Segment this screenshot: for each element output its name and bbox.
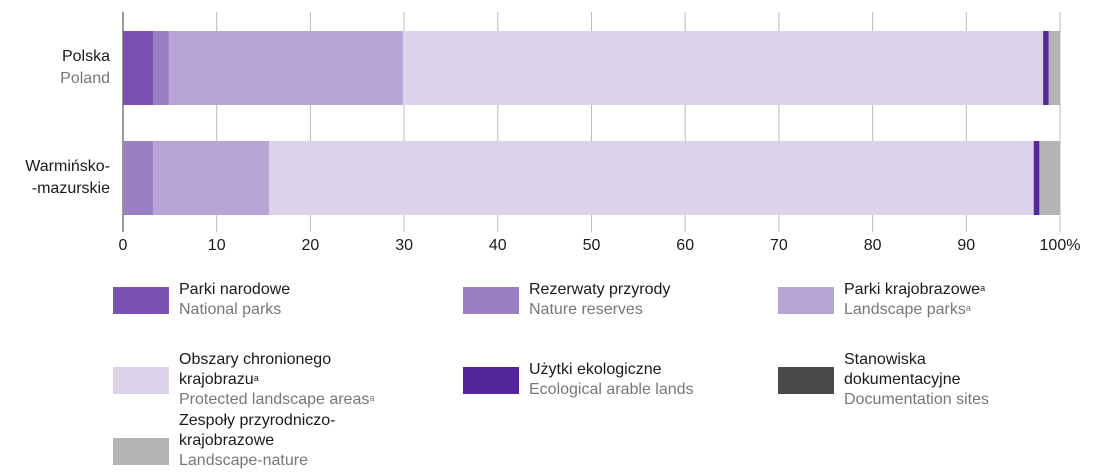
legend-name: Obszary chronionego krajobrazu [179,351,332,388]
legend-swatch [113,437,169,465]
footnote-mark: a [980,283,986,293]
legend-label-en: Landscape-nature complexes [179,451,379,473]
bar-segment [1033,141,1040,215]
legend-label: Zespoły przyrodniczo-krajobrazowe [179,411,379,451]
legend-label-en: Documentation sites [844,390,1044,410]
legend-label: Stanowiska dokumentacyjne [844,350,1044,390]
legend-name-en: Nature reserves [529,301,643,318]
legend-item: Obszary chronionego krajobrazua Protected… [113,340,379,420]
legend-swatch [463,366,519,394]
x-tick-label: 0 [119,237,128,254]
legend-name: Parki krajobrazowe [844,281,981,298]
legend-label-en: Protected landscape areasa [179,390,379,410]
footnote-mark: a [369,393,375,403]
legend-label-en: Nature reserves [529,300,670,320]
legend-text: Zespoły przyrodniczo-krajobrazowe Landsca… [179,411,379,473]
legend-name-en: National parks [179,301,282,318]
bar-segment [269,141,1034,215]
legend-text: Parki krajobrazowea Landscape parksa [844,280,985,320]
legend-swatch [463,286,519,314]
legend-item: Stanowiska dokumentacyjne Documentation s… [778,340,1044,420]
legend-text: Stanowiska dokumentacyjne Documentation s… [844,350,1044,410]
x-tick-label: 60 [676,237,694,254]
legend-label-en: Ecological arable lands [529,380,694,400]
x-tick-label: 80 [864,237,882,254]
bar-segment [123,141,153,215]
legend-swatch [778,286,834,314]
legend-item: Parki krajobrazowea Landscape parksa [778,272,985,328]
category-label: Poland [60,70,110,87]
legend-item: Parki narodowe National parks [113,272,290,328]
bar-segment [403,31,1044,105]
bar-segment [123,31,153,105]
x-tick-label: 20 [302,237,320,254]
legend-name: Rezerwaty przyrody [529,281,671,298]
x-tick-label: 30 [395,237,413,254]
legend-swatch [778,366,834,394]
legend-text: Obszary chronionego krajobrazua Protected… [179,350,379,410]
legend-swatch [113,366,169,394]
legend-name: Stanowiska dokumentacyjne [844,351,961,388]
footnote-mark: a [965,303,971,313]
bar-segment [1043,31,1049,105]
legend-name: Użytki ekologiczne [529,361,662,378]
legend-swatch [113,286,169,314]
category-label: -mazurskie [32,180,110,197]
legend-label: Użytki ekologiczne [529,360,694,380]
x-tick-label: 70 [770,237,788,254]
category-label: Warmińsko- [25,158,110,175]
legend-text: Użytki ekologiczne Ecological arable land… [529,360,694,400]
legend-label: Rezerwaty przyrody [529,280,670,300]
x-tick-label: 50 [583,237,601,254]
x-tick-label: 10 [208,237,226,254]
bar-segment [152,141,270,215]
legend-label: Parki krajobrazowea [844,280,985,300]
legend-label: Parki narodowe [179,280,290,300]
x-tick-label: 100% [1040,237,1081,254]
legend-name: Parki narodowe [179,281,291,298]
bar-segment [168,31,404,105]
footnote-mark: a [253,373,259,383]
legend-label-en: National parks [179,300,290,320]
category-label: Polska [62,48,110,65]
legend-label-en: Landscape parksa [844,300,985,320]
legend-item: Rezerwaty przyrody Nature reserves [463,272,670,328]
legend-text: Parki narodowe National parks [179,280,290,320]
x-tick-label: 40 [489,237,507,254]
legend-name-en: Documentation sites [844,391,989,408]
legend-text: Rezerwaty przyrody Nature reserves [529,280,670,320]
bar-segment [1048,31,1060,105]
legend-name-en: Protected landscape areas [179,391,370,408]
legend-name-en: Ecological arable lands [529,381,694,398]
bar-segment [1039,141,1060,215]
legend-name-en: Landscape parks [844,301,966,318]
legend-name: Zespoły przyrodniczo-krajobrazowe [179,412,336,449]
legend-item: Zespoły przyrodniczo-krajobrazowe Landsca… [113,412,379,473]
legend-label: Obszary chronionego krajobrazua [179,350,379,390]
bar-segment [152,31,169,105]
x-tick-label: 90 [957,237,975,254]
legend-item: Użytki ekologiczne Ecological arable land… [463,340,694,420]
legend-name-en: Landscape-nature complexes [179,452,308,473]
